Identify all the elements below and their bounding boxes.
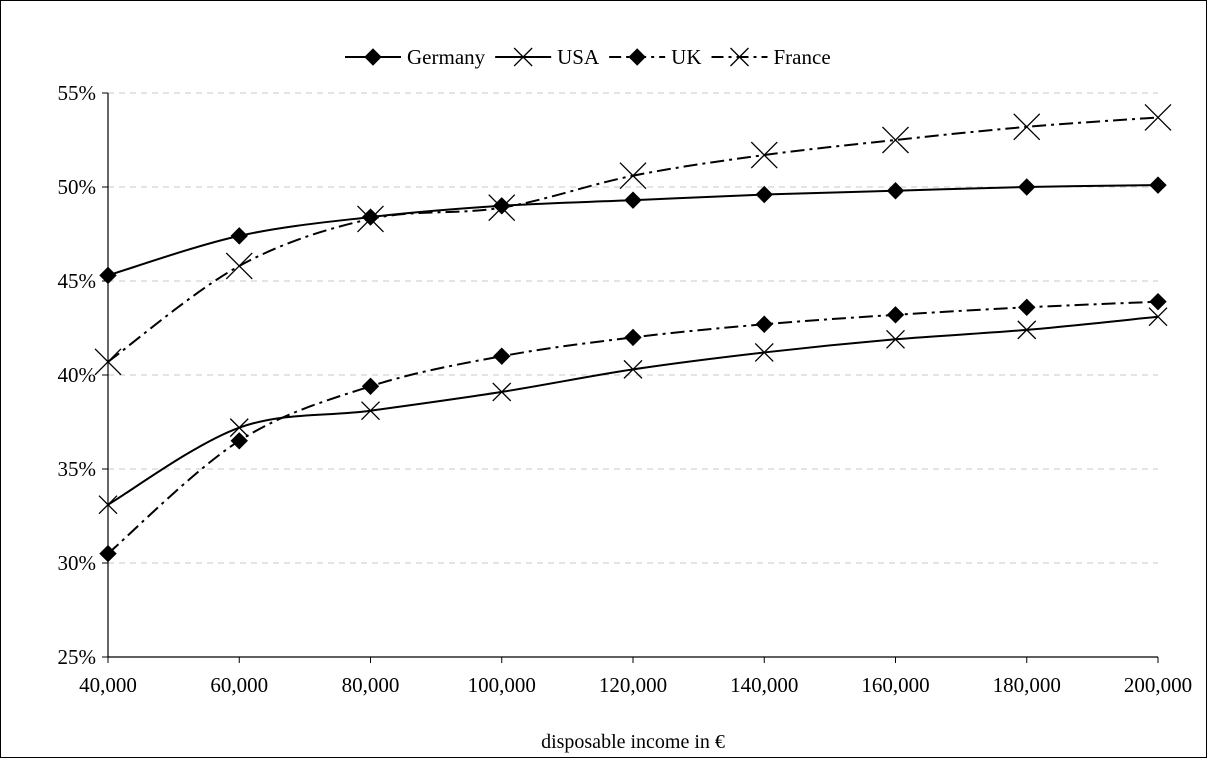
legend-marker-usa	[513, 47, 533, 67]
data-point-france	[619, 162, 647, 190]
legend-item-france: France	[711, 45, 831, 69]
legend-label-usa: USA	[557, 45, 600, 69]
x-tick-label: 80,000	[342, 673, 400, 697]
marker-stroke	[754, 342, 774, 362]
x-tick-label: 200,000	[1124, 673, 1192, 697]
marker-stroke	[1017, 320, 1037, 340]
marker-stroke	[357, 205, 384, 233]
marker-stroke	[1013, 113, 1041, 141]
data-point-germany	[99, 266, 117, 285]
data-point-france	[750, 141, 778, 169]
data-point-usa	[229, 418, 249, 438]
grid-lines	[108, 92, 1158, 564]
marker-stroke	[882, 126, 909, 154]
data-point-usa	[886, 329, 905, 349]
series-usa	[98, 307, 1168, 515]
data-point-france	[882, 126, 909, 154]
x-tick-label: 100,000	[468, 673, 536, 697]
y-axis-ticks: 25% 30% 35% 40% 45% 50% 55%	[58, 81, 108, 669]
data-point-usa	[1017, 320, 1037, 340]
data-point-france	[225, 252, 253, 280]
x-tick-label: 40,000	[79, 673, 137, 697]
data-point-usa	[98, 495, 118, 515]
marker-stroke	[730, 47, 749, 67]
marker-stroke	[619, 162, 647, 190]
data-point-uk	[230, 432, 248, 450]
data-point-france	[1013, 113, 1041, 141]
legend-item-uk: UK	[609, 45, 702, 69]
data-point-usa	[754, 342, 774, 362]
data-point-uk	[99, 544, 117, 563]
y-tick-label: 25%	[58, 645, 97, 669]
data-point-france	[357, 205, 384, 233]
legend-item-usa: USA	[495, 45, 600, 69]
legend-marker-uk	[628, 48, 646, 66]
legend-item-germany: Germany	[345, 45, 486, 69]
legend: Germany USA UK France	[345, 45, 831, 69]
legend-label-germany: Germany	[407, 45, 486, 69]
data-point-germany	[230, 227, 248, 245]
marker-stroke	[488, 194, 516, 222]
y-tick-label: 40%	[58, 363, 97, 387]
x-tick-label: 120,000	[599, 673, 667, 697]
series-france	[94, 103, 1172, 376]
x-tick-label: 60,000	[210, 673, 268, 697]
marker-stroke	[229, 418, 249, 438]
data-point-usa	[492, 382, 512, 402]
marker-stroke	[1148, 307, 1168, 327]
data-point-usa	[1148, 307, 1168, 327]
data-point-france	[1144, 103, 1172, 131]
y-tick-label: 55%	[58, 81, 97, 105]
data-point-uk	[624, 328, 642, 347]
marker-stroke	[513, 47, 533, 67]
data-point-uk	[755, 315, 773, 333]
data-point-france	[488, 194, 516, 222]
x-tick-label: 160,000	[861, 673, 929, 697]
series-line-france	[107, 116, 1159, 363]
data-point-uk	[493, 347, 511, 365]
series-group	[94, 103, 1172, 563]
data-point-uk	[1018, 298, 1036, 317]
marker-stroke	[623, 359, 643, 379]
marker-stroke	[94, 348, 122, 376]
series-line-uk	[107, 300, 1159, 555]
y-tick-label: 50%	[58, 175, 97, 199]
data-point-usa	[623, 359, 643, 379]
x-tick-label: 180,000	[993, 673, 1061, 697]
y-tick-label: 45%	[58, 269, 97, 293]
data-point-germany	[1018, 178, 1036, 196]
marker-stroke	[886, 329, 905, 349]
data-point-germany	[755, 185, 773, 204]
marker-stroke	[492, 382, 512, 402]
x-axis-ticks: 40,000 60,000 80,000 100,000 120,000 140,000 1…	[79, 657, 1192, 697]
legend-marker-france	[730, 47, 749, 67]
data-point-germany	[624, 191, 642, 209]
legend-label-uk: UK	[671, 45, 701, 69]
x-axis-title: disposable income in €	[541, 731, 725, 753]
data-point-usa	[361, 401, 380, 421]
y-tick-label: 35%	[58, 457, 97, 481]
data-point-uk	[1149, 292, 1167, 311]
marker-stroke	[225, 252, 253, 280]
data-point-uk	[361, 377, 380, 395]
series-uk	[99, 292, 1167, 563]
x-tick-label: 140,000	[730, 673, 798, 697]
y-tick-label: 30%	[58, 551, 97, 575]
data-point-france	[94, 348, 122, 376]
series-germany	[99, 176, 1167, 285]
legend-label-france: France	[774, 45, 831, 69]
legend-marker-germany	[364, 48, 382, 66]
data-point-germany	[886, 182, 905, 200]
marker-stroke	[1144, 103, 1172, 131]
marker-stroke	[750, 141, 778, 169]
data-point-uk	[886, 306, 905, 324]
data-point-germany	[1149, 176, 1167, 194]
marker-stroke	[361, 401, 380, 421]
marker-stroke	[98, 495, 118, 515]
